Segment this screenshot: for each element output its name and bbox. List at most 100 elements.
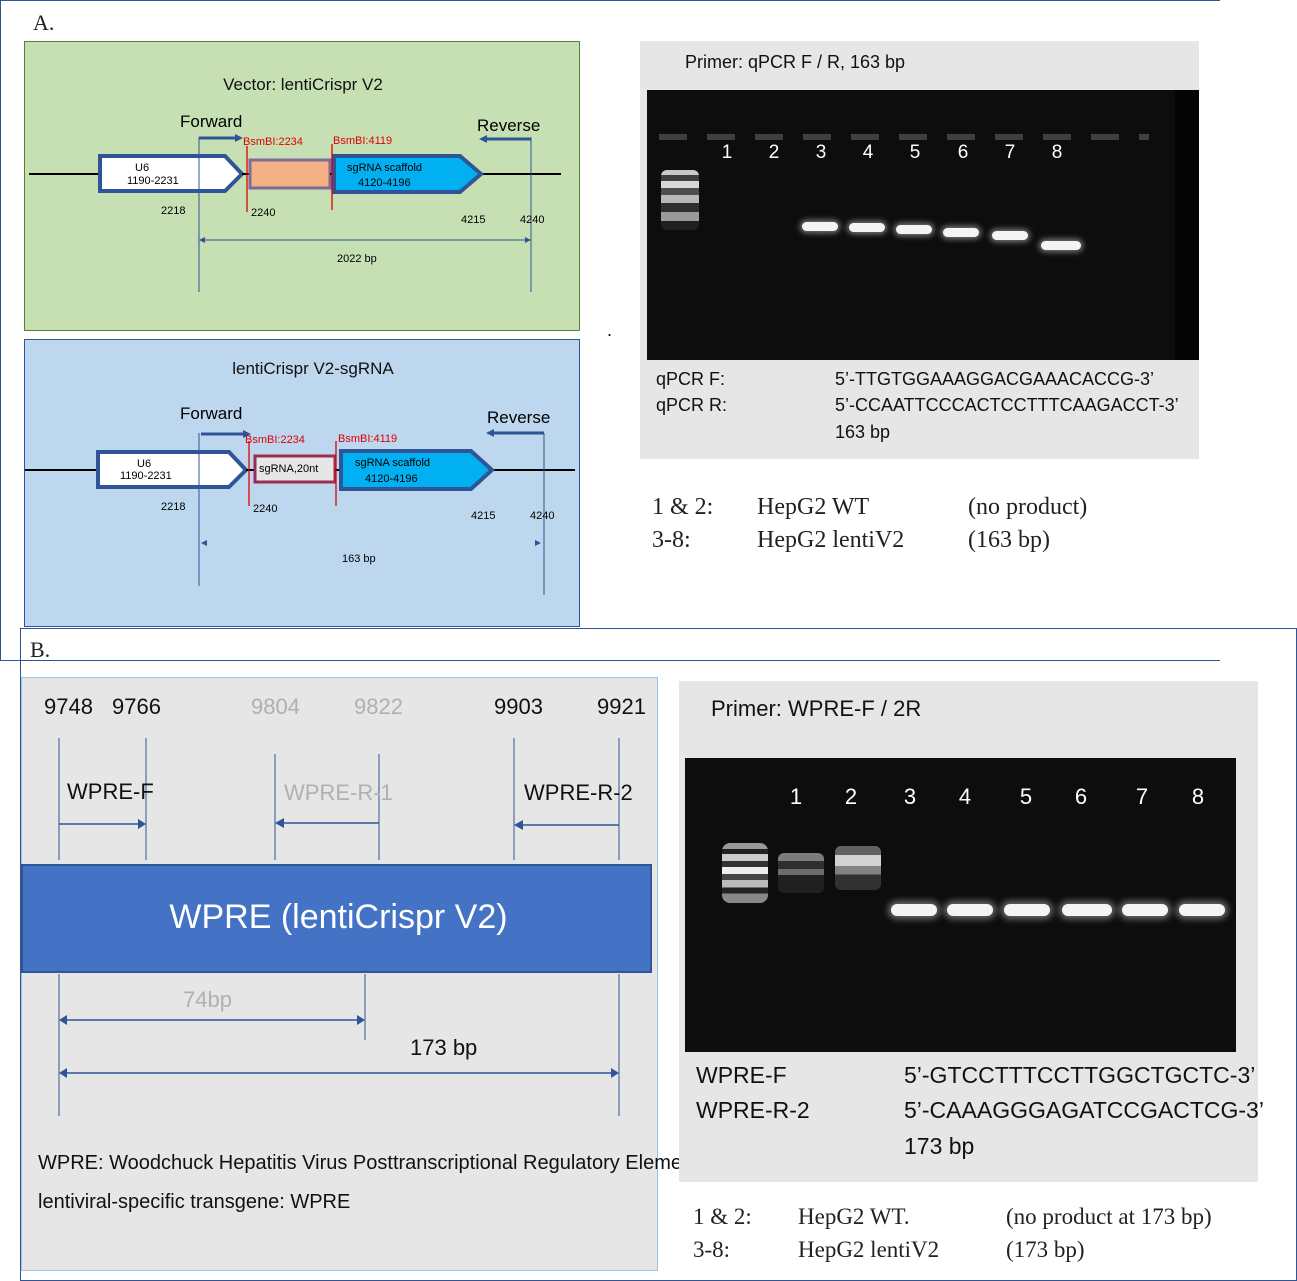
pos-9903: 9903 (494, 694, 543, 719)
gel-a-seq-f-name: qPCR F: (656, 369, 726, 389)
gel-b-seq-f-name: WPRE-F (696, 1062, 787, 1088)
legend-a-row2-lanes: 3-8: (652, 527, 691, 553)
panel-a-frame-left (0, 0, 1, 660)
vector-diagram: Vector: lentiCrispr V2 Forward Reverse B… (24, 41, 580, 331)
vector-title: Vector: lentiCrispr V2 (223, 75, 383, 94)
legend-b-row2-lanes: 3-8: (693, 1237, 731, 1262)
gel-b-lane-4: 4 (958, 784, 972, 809)
panel-a-frame-bottom (0, 660, 1220, 661)
gel-a-lane-1: 1 (721, 142, 733, 163)
wpre-map: 9748 9766 9804 9822 9903 9921 WPRE-F WPR… (21, 677, 699, 1271)
scaffold-range: 4120-4196 (358, 177, 411, 189)
pos-2218: 2218 (161, 501, 186, 513)
gel-a-panel: Primer: qPCR F / R, 163 bp 1 2 3 4 5 6 7… (640, 41, 1199, 459)
legend-a-row2-result: (163 bp) (968, 527, 1050, 553)
gel-a-lane-7: 7 (1004, 142, 1016, 163)
gel-a-seq-r-name: qPCR R: (656, 395, 728, 415)
legend-b-row2-sample: HepG2 lentiV2 (798, 1237, 940, 1262)
u6-promoter-arrow (98, 154, 245, 193)
pos-9822: 9822 (354, 694, 403, 719)
gel-b-ladder (722, 843, 768, 903)
scaffold-range: 4120-4196 (365, 473, 418, 485)
gel-b-band (947, 904, 993, 916)
legend-b-row1-result: (no product at 173 bp) (1006, 1204, 1212, 1229)
vector-map (29, 134, 561, 292)
gel-a-wells (659, 134, 1149, 140)
sgrna-scaffold-arrow (339, 449, 495, 491)
gel-a-primer-title: Primer: qPCR F / R, 163 bp (685, 52, 906, 72)
legend-b-row1-lanes: 1 & 2: (693, 1204, 752, 1229)
gel-a-band (1041, 241, 1081, 250)
gel-b-wt-smear (778, 853, 824, 893)
u6-range: 1190-2231 (120, 470, 172, 482)
gel-a-lane-8: 8 (1051, 142, 1063, 163)
pos-2240: 2240 (253, 503, 278, 515)
bsmbi-site-right: BsmBI:4119 (338, 433, 398, 445)
wpre-element-label: WPRE (lentiCrispr V2) (169, 898, 508, 936)
scaffold-name: sgRNA scaffold (355, 457, 431, 469)
sgrna-title: lentiCrispr V2-sgRNA (232, 359, 394, 378)
gel-a-band (802, 222, 838, 231)
pos-4215: 4215 (471, 510, 496, 522)
gel-b-band (1122, 904, 1168, 916)
gel-b-panel: Primer: WPRE-F / 2R 1 2 3 4 5 6 7 8 WPRE… (679, 681, 1264, 1182)
legend-b-row1-sample: HepG2 WT. (798, 1204, 910, 1229)
wpre-note-2: lentiviral-specific transgene: WPRE (38, 1191, 351, 1213)
sgrna-scaffold-arrow (332, 154, 485, 194)
bsmbi-site-left: BsmBI:2234 (243, 136, 303, 148)
gel-b-seq-r: 5’-CAAAGGGAGATCCGACTCG-3’ (904, 1097, 1264, 1123)
gel-a-band (896, 225, 932, 234)
gel-b-seq-r-name: WPRE-R-2 (696, 1097, 810, 1123)
u6-name: U6 (135, 162, 150, 174)
wpre-note-1: WPRE: Woodchuck Hepatitis Virus Posttran… (38, 1152, 699, 1174)
wpre-f-label: WPRE-F (67, 779, 154, 804)
u6-promoter-arrow (96, 450, 249, 489)
gel-b-image: 1 2 3 4 5 6 7 8 (685, 758, 1236, 1052)
gel-b-band (1004, 904, 1050, 916)
gel-b-lane-3: 3 (903, 784, 917, 809)
stuffer-insert (248, 158, 332, 190)
gel-b-lane-5: 5 (1019, 784, 1033, 809)
gel-b-lane-6: 6 (1074, 784, 1088, 809)
gel-a-band (992, 231, 1028, 240)
pos-4215: 4215 (461, 214, 486, 226)
bsmbi-site-right: BsmBI:4119 (333, 135, 393, 147)
pos-9921: 9921 (597, 694, 646, 719)
gel-b-lane-8: 8 (1191, 784, 1205, 809)
gel-b-band (891, 904, 937, 916)
reverse-primer-label: Reverse (477, 116, 541, 135)
gel-a-seq-f: 5’-TTGTGGAAAGGACGAAACACCG-3’ (835, 369, 1155, 389)
product-size-2022: 2022 bp (337, 253, 377, 265)
pos-2218: 2218 (161, 205, 186, 217)
scaffold-name: sgRNA scaffold (347, 162, 423, 174)
gel-b-lane-2: 2 (844, 784, 858, 809)
legend-a-row1-lanes: 1 & 2: (652, 494, 714, 520)
gel-b-primer-title: Primer: WPRE-F / 2R (711, 696, 922, 721)
gel-a-lane-5: 5 (909, 142, 921, 163)
pos-4240: 4240 (520, 214, 545, 226)
gel-a-ladder (661, 170, 699, 230)
gel-a-band (849, 223, 885, 232)
forward-primer-label: Forward (180, 112, 243, 131)
sgrna-diagram: lentiCrispr V2-sgRNA Forward Reverse Bsm… (24, 339, 580, 627)
gel-a-lane-2: 2 (768, 142, 780, 163)
gel-a-seq-r: 5’-CCAATTCCCACTCCTTTCAAGACCT-3’ (835, 395, 1179, 415)
gel-b-band (1179, 904, 1225, 916)
pos-2240: 2240 (251, 207, 276, 219)
gel-b-size: 173 bp (904, 1133, 975, 1159)
wpre-map-lines (58, 738, 620, 1116)
wpre-element-bar: WPRE (lentiCrispr V2) (21, 864, 652, 973)
bsmbi-site-left: BsmBI:2234 (245, 434, 305, 446)
gel-b-seq-f: 5’-GTCCTTTCCTTGGCTGCTC-3’ (904, 1062, 1256, 1088)
wpre-r1-label: WPRE-R-1 (284, 780, 393, 805)
gel-a-lane-4: 4 (862, 142, 874, 163)
legend-b-row2-result: (173 bp) (1006, 1237, 1085, 1262)
legend-a-row2-sample: HepG2 lentiV2 (757, 527, 905, 553)
size-74bp: 74bp (183, 987, 232, 1012)
stray-dot: . (607, 320, 613, 340)
gel-a-band (943, 228, 979, 237)
sgrna-insert-label: sgRNA,20nt (259, 463, 319, 475)
reverse-primer-label: Reverse (487, 408, 551, 427)
legend-a-row1-result: (no product) (968, 494, 1088, 520)
u6-range: 1190-2231 (127, 175, 179, 187)
